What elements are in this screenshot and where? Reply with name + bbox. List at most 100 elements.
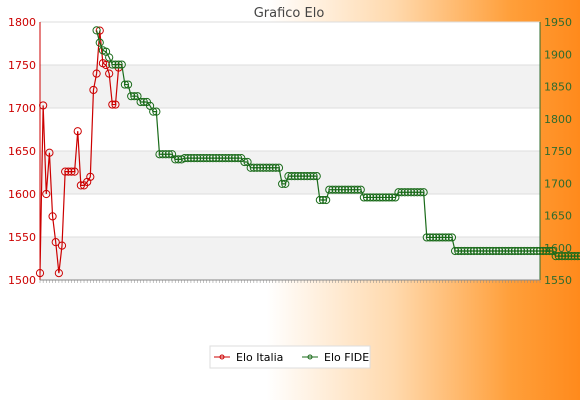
data-point: [268, 163, 277, 172]
data-point: [278, 179, 287, 188]
data-point: [460, 246, 469, 256]
data-point: [545, 246, 554, 256]
data-point: [356, 185, 365, 194]
data-point: [152, 107, 161, 116]
data-point: [196, 153, 205, 163]
data-point: [105, 69, 114, 78]
data-point: [422, 233, 431, 242]
data-point: [495, 246, 504, 256]
data-point: [108, 60, 117, 69]
data-point: [561, 252, 570, 261]
data-point: [92, 69, 101, 78]
data-point: [359, 193, 368, 202]
data-point: [463, 246, 472, 256]
data-point: [287, 172, 296, 181]
data-point: [51, 238, 60, 247]
data-point: [246, 163, 255, 172]
data-point: [86, 172, 95, 181]
data-point: [70, 167, 79, 176]
data-point: [491, 246, 501, 256]
left-tick-label: 1500: [8, 274, 36, 287]
data-point: [73, 127, 82, 136]
legend-label-elo-fide: Elo FIDE: [324, 351, 369, 364]
data-point: [328, 185, 337, 194]
data-point: [435, 233, 444, 242]
series-elo-fide: [92, 26, 580, 261]
data-point: [61, 167, 70, 176]
data-point: [256, 163, 265, 172]
data-point: [438, 233, 447, 242]
left-tick-label: 1750: [8, 59, 36, 72]
right-tick-label: 1950: [544, 16, 572, 29]
data-point: [441, 233, 450, 242]
right-tick-label: 1700: [544, 177, 572, 190]
data-point: [325, 185, 334, 194]
data-point: [274, 163, 284, 172]
data-point: [397, 188, 406, 197]
data-point: [111, 60, 120, 69]
data-point: [108, 100, 117, 109]
data-point: [347, 185, 356, 194]
legend-marker-elo-fide: [307, 354, 313, 360]
data-point: [130, 92, 139, 101]
data-point: [476, 246, 485, 256]
data-point: [224, 153, 233, 163]
data-point: [507, 246, 516, 256]
right-tick-label: 1550: [544, 274, 572, 287]
left-tick-label: 1600: [8, 188, 36, 201]
gridlines: [39, 21, 541, 281]
left-tick-label: 1800: [8, 16, 36, 29]
data-point: [105, 53, 114, 62]
data-point: [95, 38, 104, 47]
data-point: [92, 26, 101, 35]
data-point: [378, 193, 387, 202]
data-point: [303, 172, 312, 181]
legend-box: [209, 345, 371, 369]
data-point: [249, 163, 258, 172]
data-point: [136, 97, 145, 107]
data-point: [127, 92, 136, 101]
data-point: [271, 163, 280, 172]
data-point: [161, 150, 170, 159]
data-point: [54, 269, 63, 278]
data-point: [457, 246, 466, 256]
data-point: [551, 252, 560, 261]
data-point: [171, 155, 180, 164]
data-point: [155, 150, 164, 159]
data-point: [381, 193, 391, 202]
data-point: [564, 252, 573, 261]
data-point: [557, 252, 567, 261]
data-point: [498, 246, 507, 256]
data-point: [488, 246, 497, 256]
data-point: [469, 246, 479, 256]
data-point: [501, 246, 510, 256]
data-point: [372, 193, 381, 202]
data-point: [89, 85, 98, 95]
data-point: [240, 157, 249, 167]
data-point: [400, 188, 409, 197]
data-point: [120, 80, 130, 89]
data-point: [510, 246, 519, 256]
data-point: [208, 153, 218, 163]
data-point: [554, 252, 563, 261]
data-point: [334, 185, 343, 194]
data-point: [259, 163, 268, 172]
data-point: [369, 193, 378, 202]
data-point: [111, 100, 120, 109]
right-tick-label: 1850: [544, 81, 572, 94]
data-point: [529, 246, 538, 256]
data-point: [101, 60, 111, 70]
data-point: [444, 233, 453, 242]
data-point: [331, 185, 340, 194]
data-point: [410, 188, 419, 197]
data-point: [504, 246, 513, 256]
data-point: [39, 101, 48, 110]
data-point: [202, 153, 211, 163]
data-point: [230, 153, 240, 163]
right-tick-label: 1800: [544, 113, 572, 126]
data-point: [454, 246, 463, 256]
data-point: [234, 153, 243, 163]
data-point: [466, 246, 475, 256]
